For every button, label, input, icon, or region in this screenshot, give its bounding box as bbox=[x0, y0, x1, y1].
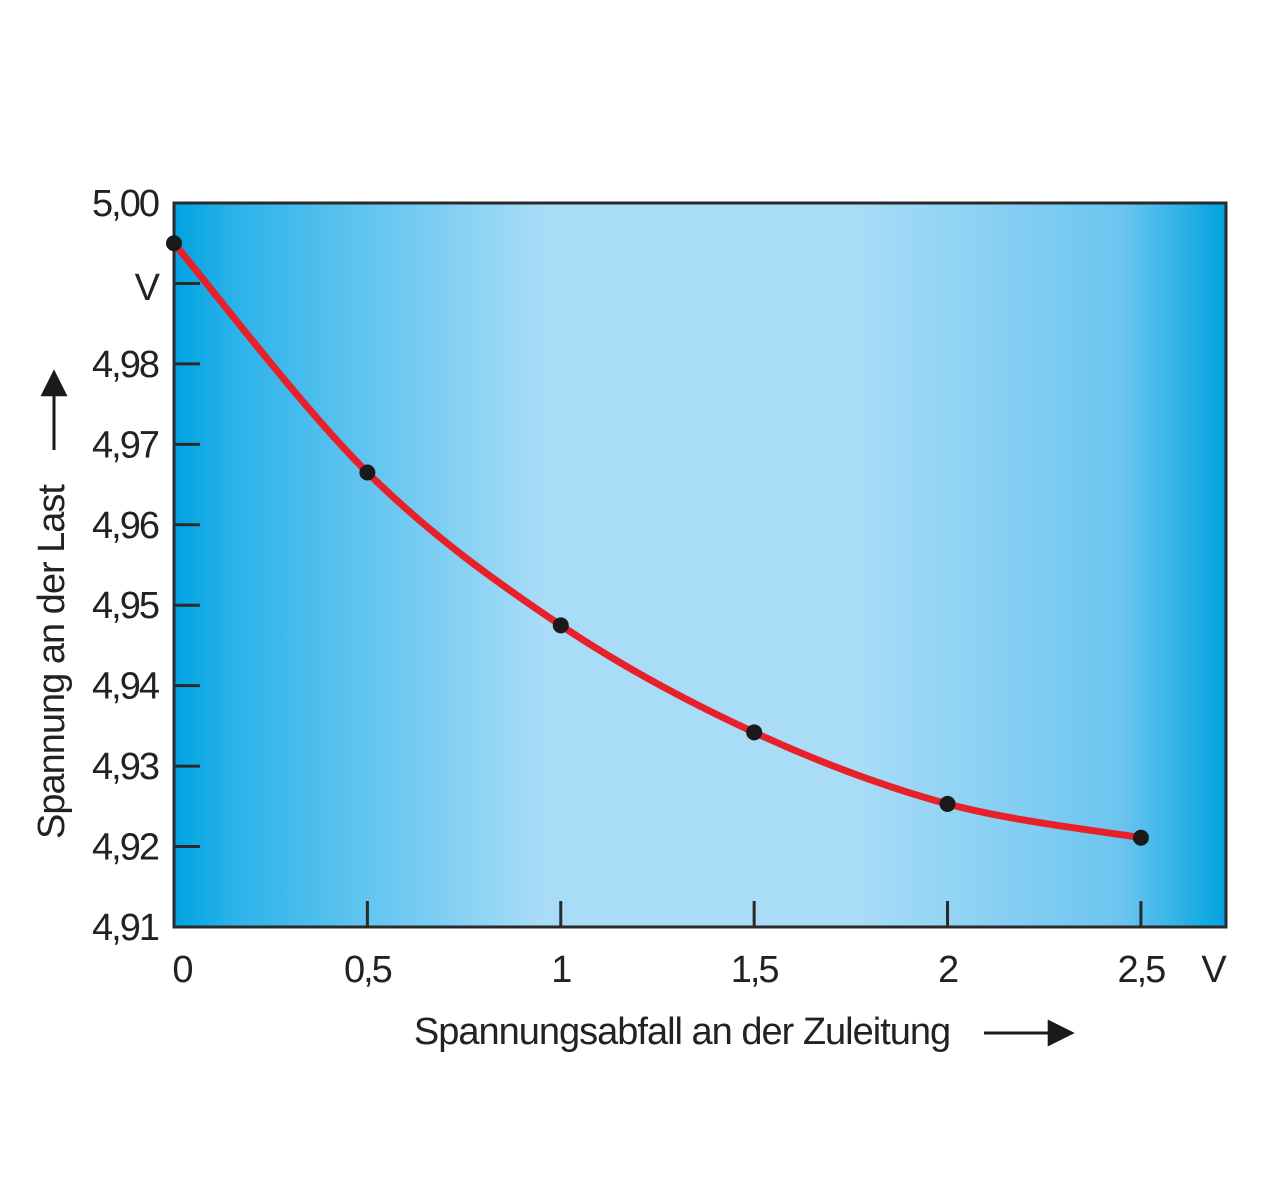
x-axis: 0 0,5 1 1,5 2 2,5 bbox=[172, 901, 1167, 991]
x-tick-label: 2,5 bbox=[1117, 949, 1165, 991]
x-tick-label: 2 bbox=[938, 949, 958, 991]
plot-area bbox=[172, 201, 1228, 929]
data-point bbox=[552, 617, 569, 634]
data-point bbox=[359, 464, 376, 481]
data-point bbox=[939, 795, 956, 812]
y-unit-label: V bbox=[135, 267, 161, 309]
y-axis-title: Spannung an der Last bbox=[31, 484, 73, 839]
x-tick-label: 1,5 bbox=[731, 949, 779, 991]
series-layer bbox=[166, 235, 1149, 846]
y-tick-label: 4,94 bbox=[92, 666, 160, 708]
data-point bbox=[166, 235, 182, 252]
y-tick-label: 5,00 bbox=[92, 183, 159, 225]
y-tick-label: 4,96 bbox=[92, 505, 159, 547]
y-tick-label: 4,91 bbox=[92, 907, 159, 949]
y-tick-label: 4,98 bbox=[92, 344, 159, 386]
y-tick-label: 4,97 bbox=[92, 424, 159, 466]
y-tick-label: 4,95 bbox=[92, 585, 159, 627]
x-unit-label: V bbox=[1201, 949, 1227, 991]
x-axis-title: Spannungsabfall an der Zuleitung bbox=[414, 1011, 950, 1053]
x-tick-label: 0,5 bbox=[344, 949, 392, 991]
data-point bbox=[746, 724, 763, 741]
series-line bbox=[170, 239, 1145, 842]
y-tick-label: 4,93 bbox=[92, 746, 159, 788]
data-point bbox=[1132, 829, 1149, 846]
y-axis: 4,91 4,92 4,93 4,94 4,95 4,96 4,97 4,98 5,00 bbox=[92, 183, 200, 949]
x-tick-label: 0 bbox=[172, 949, 192, 991]
y-tick-label: 4,92 bbox=[92, 827, 159, 869]
x-tick-label: 1 bbox=[551, 949, 571, 991]
